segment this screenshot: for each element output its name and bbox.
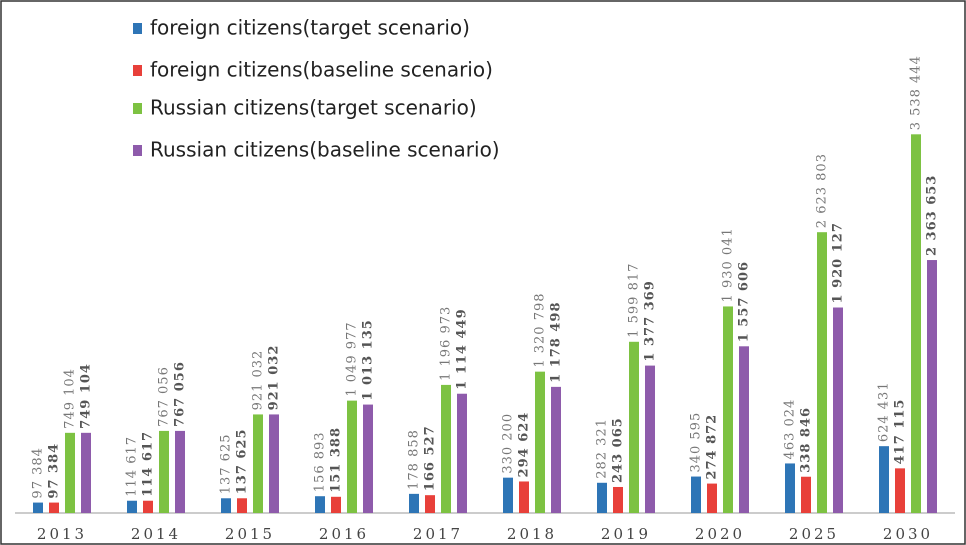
data-label: 243 065 xyxy=(611,417,626,483)
data-label: 151 388 xyxy=(329,427,344,493)
data-label: 166 527 xyxy=(423,425,438,491)
bar xyxy=(927,260,937,513)
bar xyxy=(425,495,435,513)
data-label: 767 056 xyxy=(157,366,172,427)
data-label: 1 178 498 xyxy=(549,302,564,383)
bar xyxy=(691,476,701,513)
bar xyxy=(175,430,185,513)
data-label: 156 893 xyxy=(313,431,328,492)
data-label: 417 115 xyxy=(893,399,908,465)
data-label: 2 623 803 xyxy=(815,153,830,228)
bar xyxy=(895,468,905,513)
legend-swatch xyxy=(133,23,142,34)
bar xyxy=(879,446,889,513)
data-label: 3 538 444 xyxy=(909,55,924,130)
x-tick-label: 2016 xyxy=(319,525,369,543)
bar xyxy=(363,404,373,513)
bar xyxy=(33,502,43,513)
bar xyxy=(723,306,733,513)
x-tick-label: 2017 xyxy=(413,525,463,543)
data-label: 137 625 xyxy=(235,428,250,494)
bar xyxy=(331,496,341,513)
legend-swatch xyxy=(133,145,142,156)
bar xyxy=(833,307,843,513)
data-label: 330 200 xyxy=(501,413,516,474)
bar xyxy=(221,498,231,513)
bar xyxy=(613,486,623,513)
data-label: 114 617 xyxy=(125,436,140,497)
bar xyxy=(253,414,263,513)
x-tick-label: 2019 xyxy=(601,525,651,543)
data-label: 1 013 135 xyxy=(361,319,376,400)
data-label: 624 431 xyxy=(877,381,892,442)
x-tick-label: 2025 xyxy=(789,525,839,543)
data-label: 1 599 817 xyxy=(627,263,642,338)
bar xyxy=(81,432,91,513)
data-label: 97 384 xyxy=(47,443,62,499)
data-label: 921 032 xyxy=(267,345,282,411)
bar xyxy=(49,502,59,513)
data-label: 274 872 xyxy=(705,414,720,480)
bar xyxy=(551,386,561,513)
data-label: 1 557 606 xyxy=(737,261,752,342)
bar xyxy=(817,232,827,513)
bar xyxy=(911,134,921,513)
x-tick-label: 2018 xyxy=(507,525,557,543)
bar xyxy=(237,498,247,513)
bar xyxy=(785,463,795,513)
data-label: 137 625 xyxy=(219,434,234,495)
bar xyxy=(143,500,153,513)
bar xyxy=(707,483,717,513)
data-label: 338 846 xyxy=(799,407,814,473)
data-label: 749 104 xyxy=(63,368,78,429)
data-label: 114 617 xyxy=(141,431,156,497)
bar xyxy=(457,393,467,513)
bar xyxy=(127,500,137,513)
data-label: 178 858 xyxy=(407,429,422,490)
legend-label: foreign citizens(target scenario) xyxy=(150,16,470,40)
bar xyxy=(315,496,325,513)
bar xyxy=(269,414,279,513)
legend-swatch xyxy=(133,103,142,114)
x-tick-label: 2013 xyxy=(37,525,87,543)
data-label: 1 920 127 xyxy=(831,222,846,303)
bar xyxy=(629,341,639,513)
data-label: 97 384 xyxy=(31,447,46,499)
data-label: 921 032 xyxy=(251,350,266,411)
legend-label: foreign citizens(baseline scenario) xyxy=(150,58,493,82)
bar xyxy=(597,482,607,513)
bar xyxy=(519,481,529,513)
legend-label: Russian citizens(target scenario) xyxy=(150,96,477,120)
legend-swatch xyxy=(133,65,142,76)
data-label: 1 377 369 xyxy=(643,280,658,361)
bar xyxy=(409,493,419,513)
data-label: 2 363 653 xyxy=(925,175,940,256)
bar xyxy=(65,432,75,513)
bar xyxy=(441,384,451,513)
bar xyxy=(347,400,357,513)
data-label: 1 114 449 xyxy=(455,308,470,389)
bar xyxy=(159,430,169,513)
legend-label: Russian citizens(baseline scenario) xyxy=(150,138,500,162)
bar xyxy=(645,365,655,513)
data-label: 767 056 xyxy=(173,361,188,427)
bar xyxy=(503,477,513,513)
bar xyxy=(739,346,749,513)
x-tick-label: 2015 xyxy=(225,525,275,543)
bar xyxy=(801,476,811,513)
data-label: 749 104 xyxy=(79,363,94,429)
x-tick-label: 2014 xyxy=(131,525,181,543)
data-label: 340 595 xyxy=(689,412,704,473)
data-label: 1 320 798 xyxy=(533,292,548,367)
data-label: 1 196 973 xyxy=(439,306,454,381)
data-label: 1 930 041 xyxy=(721,227,736,302)
data-label: 463 024 xyxy=(783,399,798,460)
x-tick-label: 2020 xyxy=(695,525,745,543)
data-label: 282 321 xyxy=(595,418,610,479)
data-label: 1 049 977 xyxy=(345,321,360,396)
data-label: 294 624 xyxy=(517,412,532,478)
x-tick-label: 2030 xyxy=(883,525,933,543)
bar xyxy=(535,371,545,513)
